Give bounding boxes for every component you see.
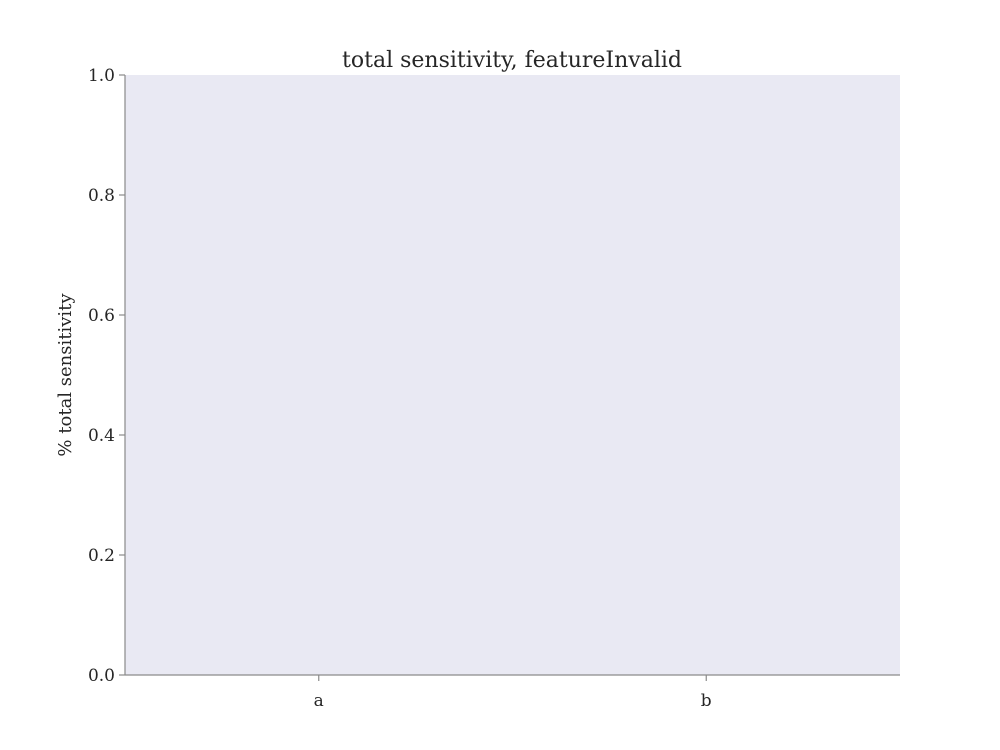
y-tick-label: 1.0	[88, 66, 115, 86]
y-tick-label: 0.2	[88, 546, 115, 566]
y-axis-label: % total sensitivity	[55, 293, 76, 457]
y-tick-label: 0.4	[88, 426, 115, 446]
x-tick-label: a	[314, 691, 324, 711]
y-tick-label: 0.8	[88, 186, 115, 206]
y-ticks-layer: 0.0 0.2 0.4 0.6 0.8 1.0	[88, 66, 125, 686]
plot-area	[125, 75, 900, 675]
y-tick-label: 0.0	[88, 666, 115, 686]
x-tick-label: b	[701, 691, 712, 711]
chart-title: total sensitivity, featureInvalid	[342, 48, 682, 73]
y-tick-label: 0.6	[88, 306, 115, 326]
